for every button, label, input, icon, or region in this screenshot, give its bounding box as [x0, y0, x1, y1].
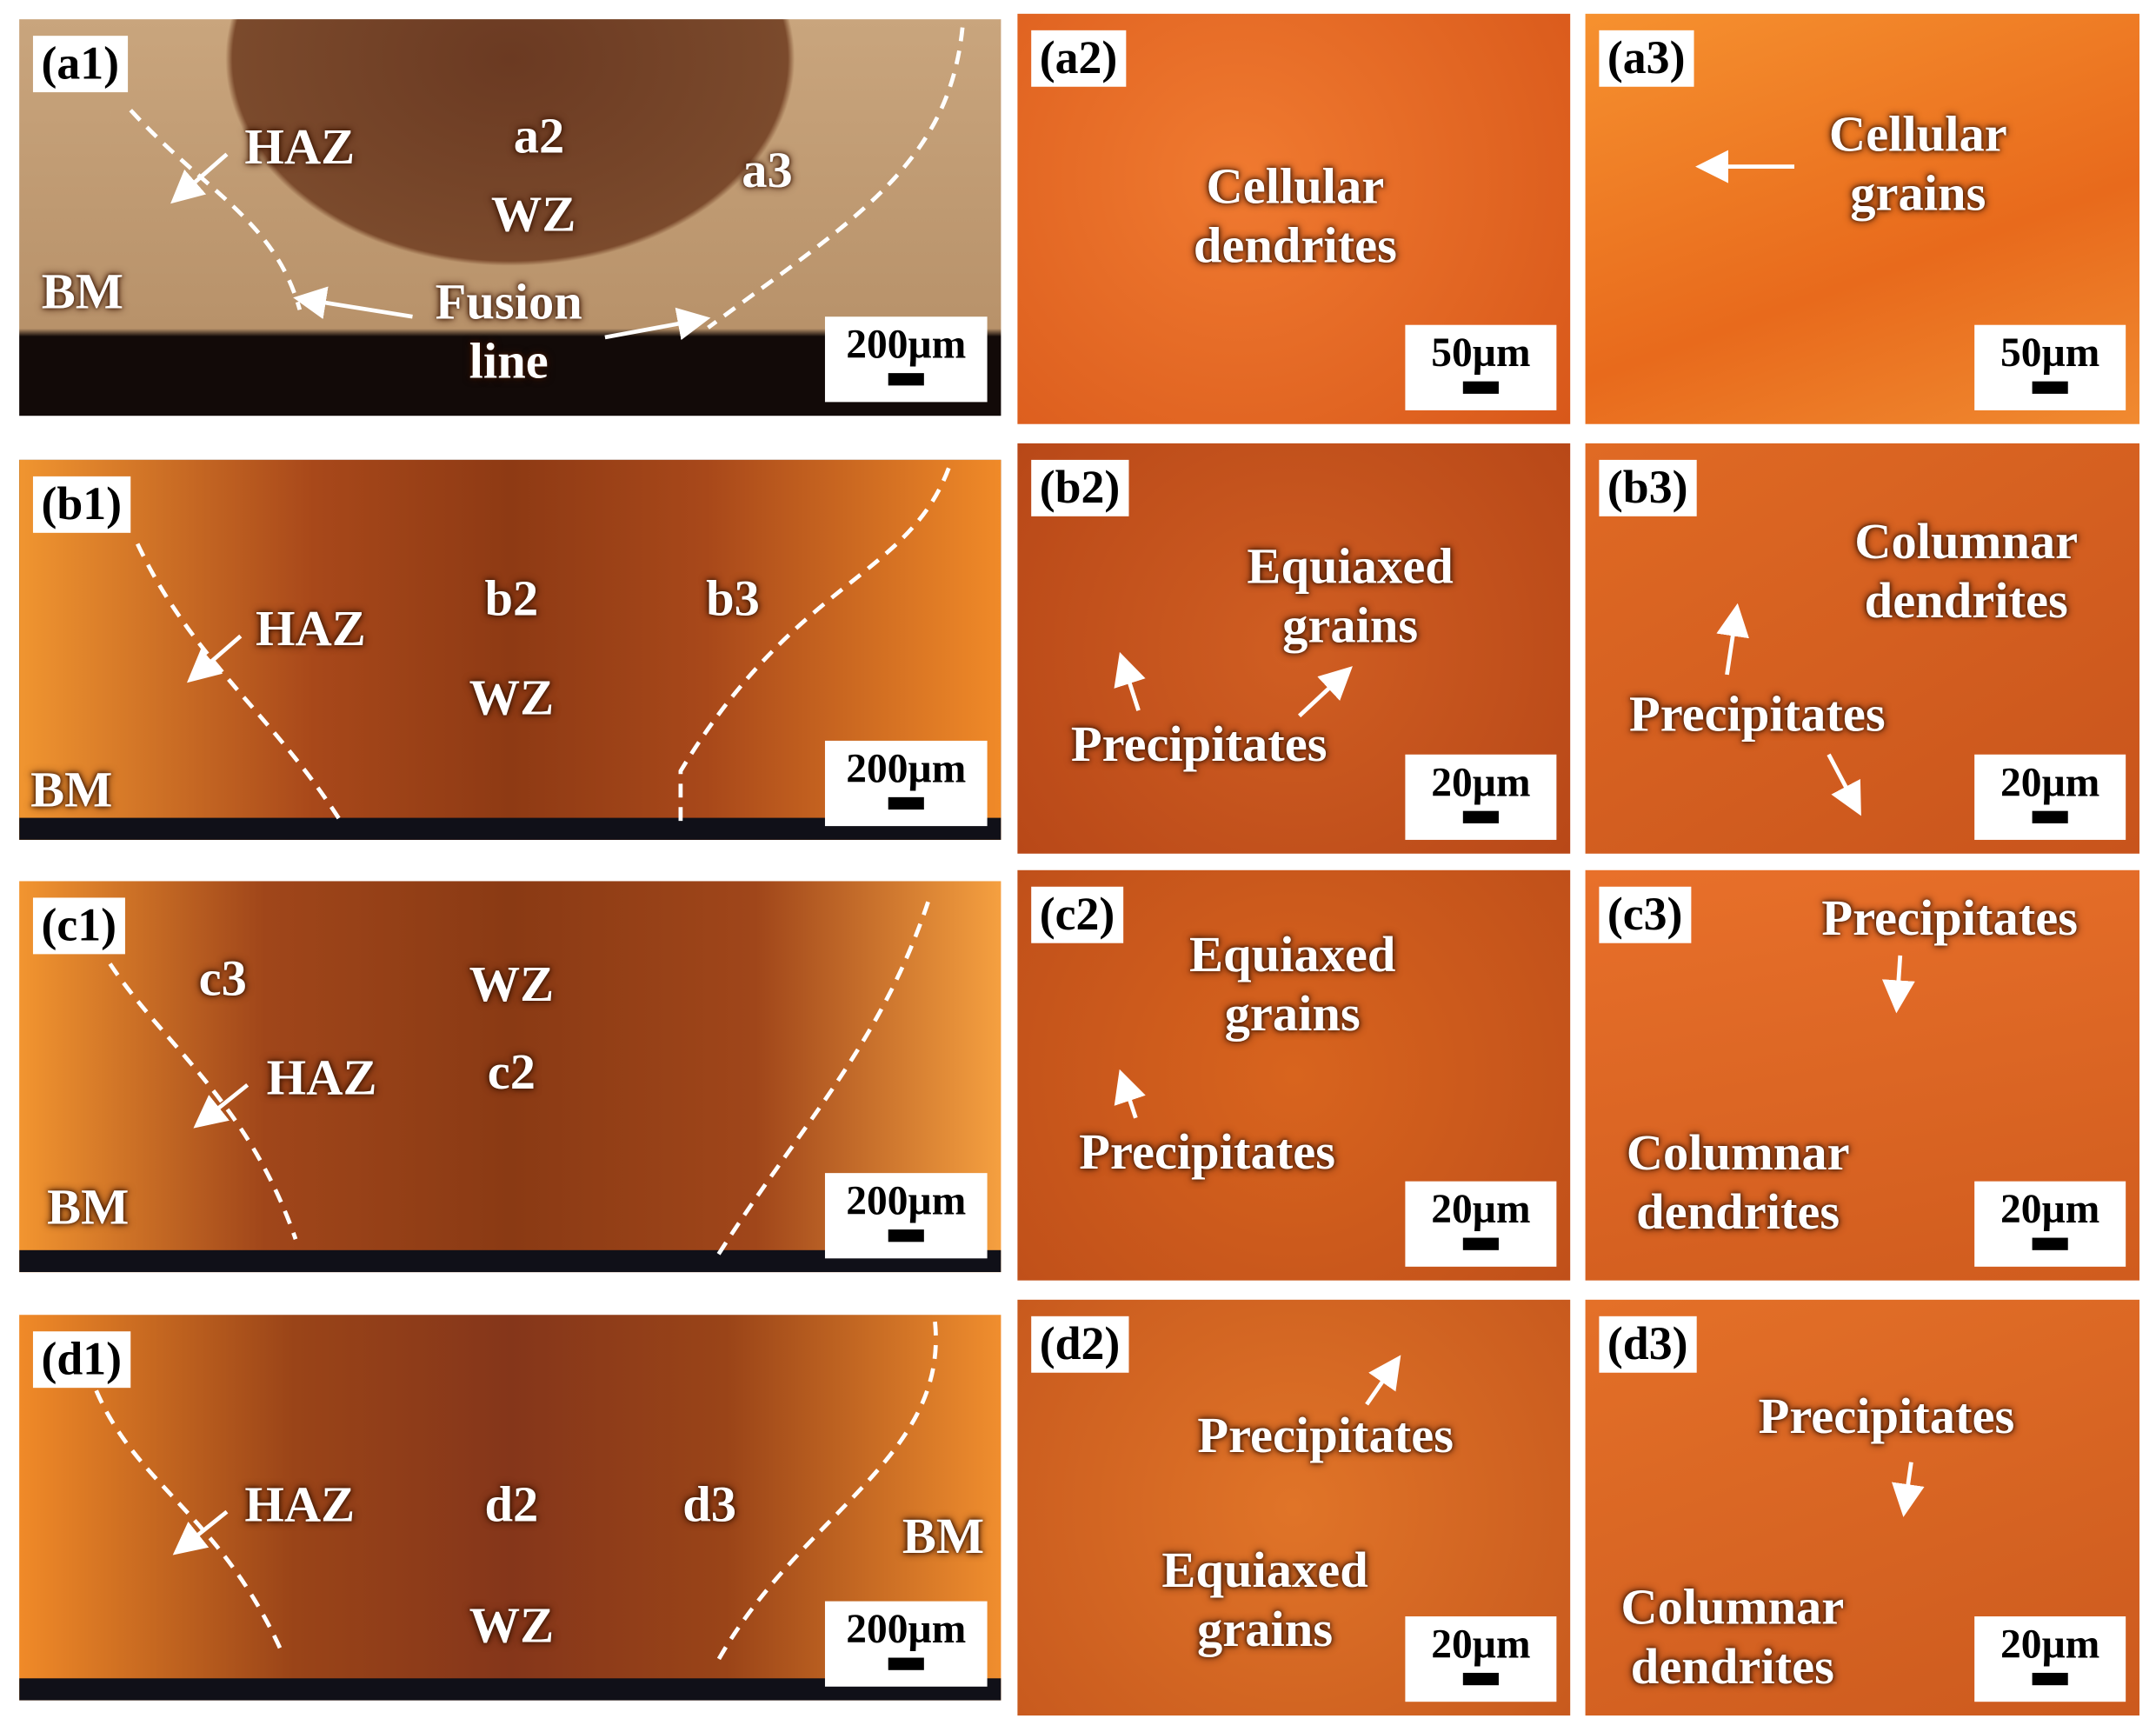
scale-bar: 200µm — [824, 1601, 988, 1687]
annotation: HAZ — [266, 1049, 377, 1107]
scale-bar-line — [2032, 1672, 2068, 1686]
scale-bar: 50µm — [1974, 324, 2126, 410]
annotation: Precipitates — [1758, 1389, 2015, 1446]
panel-label: (b1) — [32, 476, 130, 534]
micrograph-panel: (b1) 200µm — [19, 459, 1001, 840]
annotation: BM — [902, 1509, 985, 1566]
annotation: Columnar dendrites — [1854, 514, 2079, 630]
scale-bar: 20µm — [1405, 754, 1557, 840]
micrograph-panel: (d1) 200µm — [19, 1315, 1001, 1701]
annotation: d2 — [484, 1476, 539, 1534]
annotation: Precipitates — [1821, 890, 2079, 948]
panel-label: (d3) — [1599, 1316, 1697, 1374]
panel-label: (a2) — [1031, 30, 1126, 88]
micrograph-panel: (a2) 50µm — [1017, 13, 1571, 424]
scale-bar-label: 200µm — [846, 322, 967, 368]
scale-bar: 20µm — [1974, 1181, 2126, 1267]
annotation: Cellular dendrites — [1193, 158, 1397, 275]
annotation: WZ — [490, 186, 576, 243]
annotation: Precipitates — [1628, 686, 1886, 743]
scale-bar-line — [1462, 1672, 1499, 1686]
annotation: Columnar dendrites — [1626, 1125, 1850, 1241]
scale-bar-line — [1462, 381, 1499, 394]
scale-bar: 20µm — [1974, 754, 2126, 840]
scale-bar-line — [1462, 1237, 1499, 1250]
scale-bar-label: 20µm — [1431, 1186, 1531, 1233]
annotation: WZ — [469, 956, 555, 1014]
scale-bar-line — [888, 1229, 924, 1242]
scale-bar: 20µm — [1405, 1181, 1557, 1267]
annotation: d3 — [682, 1476, 737, 1534]
scale-bar-label: 20µm — [1431, 760, 1531, 806]
scale-bar-line — [2032, 1237, 2068, 1250]
annotation: WZ — [469, 669, 555, 727]
scale-bar-line — [888, 1657, 924, 1670]
panel-label: (c3) — [1599, 886, 1691, 944]
scale-bar: 200µm — [824, 740, 988, 827]
annotation: Cellular grains — [1828, 106, 2007, 222]
scale-bar-label: 20µm — [2000, 1186, 2100, 1233]
annotation: Equiaxed grains — [1161, 1542, 1368, 1658]
annotation: Precipitates — [1070, 716, 1328, 774]
scale-bar-line — [1462, 810, 1499, 823]
scale-bar-label: 20µm — [2000, 1622, 2100, 1668]
micrograph-panel: (d2) 20µm — [1017, 1299, 1571, 1716]
scale-bar: 50µm — [1405, 324, 1557, 410]
panel-label: (d2) — [1031, 1316, 1128, 1374]
micrograph-panel: (a1) 200µm — [19, 19, 1001, 416]
annotation: Equiaxed grains — [1188, 927, 1396, 1043]
panel-label: (b3) — [1599, 459, 1697, 517]
annotation: BM — [30, 762, 113, 819]
micrograph-panel: (d3) 20µm — [1585, 1299, 2139, 1716]
annotation: HAZ — [256, 601, 366, 658]
annotation: WZ — [469, 1598, 555, 1655]
panel-label: (c1) — [32, 897, 125, 955]
scale-bar: 20µm — [1974, 1616, 2126, 1702]
scale-bar: 20µm — [1405, 1616, 1557, 1702]
micrograph-panel: (b2) 20µm — [1017, 443, 1571, 854]
micrograph-panel: (c2) 20µm — [1017, 869, 1571, 1281]
panel-label: (a3) — [1599, 30, 1694, 88]
scale-bar-line — [2032, 381, 2068, 394]
scale-bar-label: 200µm — [846, 1606, 967, 1653]
panel-label: (d1) — [32, 1331, 130, 1389]
arrows — [170, 150, 1925, 1555]
micrograph-panel: (c3) 20µm — [1585, 869, 2139, 1281]
panel-label: (b2) — [1031, 459, 1128, 517]
annotation: Precipitates — [1197, 1408, 1454, 1465]
annotation: c3 — [198, 950, 247, 1008]
scale-bar-label: 200µm — [846, 1178, 967, 1224]
scale-bar-label: 50µm — [2000, 330, 2100, 376]
annotation: c2 — [487, 1044, 536, 1102]
scale-bar-label: 200µm — [846, 746, 967, 792]
scale-bar-label: 50µm — [1431, 330, 1531, 376]
scale-bar-label: 20µm — [1431, 1622, 1531, 1668]
micrograph-panel: (b3) 20µm — [1585, 443, 2139, 854]
micrograph-panel: (a3) 50µm — [1585, 13, 2139, 424]
annotation: a3 — [742, 143, 793, 200]
annotation: BM — [47, 1179, 130, 1236]
annotation: Fusion line — [435, 274, 582, 390]
scale-bar-label: 20µm — [2000, 760, 2100, 806]
annotation: HAZ — [244, 119, 356, 177]
annotation: a2 — [513, 108, 565, 165]
scale-bar-line — [888, 373, 924, 386]
annotation: b2 — [484, 570, 539, 628]
scale-bar-line — [2032, 810, 2068, 823]
annotation: b3 — [706, 570, 760, 628]
panel-label: (c2) — [1031, 886, 1123, 944]
annotation: HAZ — [244, 1476, 356, 1534]
micrograph-panel: (c1) 200µm — [19, 881, 1001, 1273]
scale-bar: 200µm — [824, 316, 988, 403]
annotation: Columnar dendrites — [1620, 1579, 1845, 1695]
scale-bar: 200µm — [824, 1173, 988, 1259]
panel-label: (a1) — [32, 36, 128, 93]
annotation: Equiaxed grains — [1247, 538, 1454, 655]
fusion-lines — [94, 27, 965, 1668]
scale-bar-line — [888, 796, 924, 810]
annotation: Precipitates — [1079, 1124, 1335, 1182]
annotation: BM — [41, 263, 124, 321]
